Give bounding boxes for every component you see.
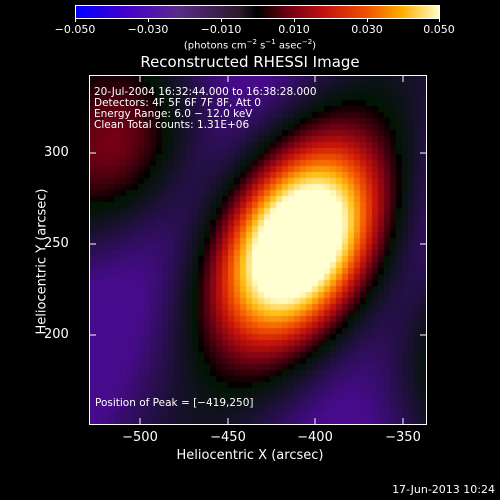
- x-tick-label: −500: [122, 430, 158, 445]
- y-tick-label: 250: [44, 236, 69, 251]
- image-title: Reconstructed RHESSI Image: [140, 53, 360, 71]
- colorbar-tick-label: 0.010: [278, 23, 310, 36]
- y-tick-label: 200: [44, 327, 69, 342]
- x-tick-label: −450: [210, 430, 246, 445]
- x-tick-label: −400: [297, 430, 333, 445]
- info-time-range: 20-Jul-2004 16:32:44.000 to 16:38:28.000: [94, 86, 317, 98]
- colorbar: [75, 5, 440, 19]
- colorbar-tick-label: 0.050: [423, 23, 455, 36]
- info-detectors: Detectors: 4F 5F 6F 7F 8F, Att 0: [94, 97, 261, 109]
- colorbar-tick: [294, 18, 295, 22]
- x-axis-label: Heliocentric X (arcsec): [176, 448, 324, 463]
- image-frame: [89, 75, 427, 425]
- x-tick-label: −350: [385, 430, 421, 445]
- colorbar-tick: [367, 18, 368, 22]
- colorbar-tick: [148, 18, 149, 22]
- colorbar-tick: [221, 18, 222, 22]
- colorbar-tick-label: −0.010: [200, 23, 242, 36]
- colorbar-tick-label: −0.050: [54, 23, 96, 36]
- timestamp: 17-Jun-2013 10:24: [392, 483, 495, 496]
- colorbar-tick-label: −0.030: [127, 23, 169, 36]
- colorbar-tick: [75, 18, 76, 22]
- y-axis-label: Heliocentric Y (arcsec): [34, 188, 50, 335]
- rhessi-heatmap: [90, 76, 426, 424]
- colorbar-tick: [439, 18, 440, 22]
- colorbar-units: (photons cm−2 s−1 asec−2): [183, 38, 317, 52]
- info-energy-range: Energy Range: 6.0 − 12.0 keV: [94, 108, 253, 120]
- info-total-counts: Clean Total counts: 1.31E+06: [94, 119, 250, 131]
- peak-position: Position of Peak = [−419,250]: [95, 397, 254, 409]
- colorbar-tick-label: 0.030: [351, 23, 383, 36]
- y-tick-label: 300: [44, 145, 69, 160]
